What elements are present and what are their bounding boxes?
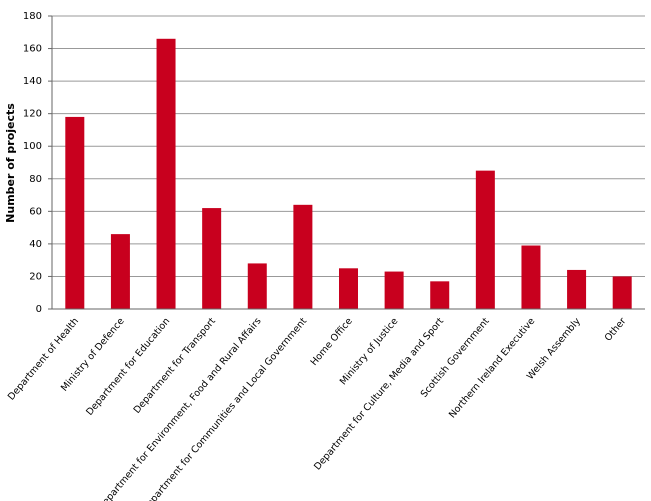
bar [110,234,130,309]
x-tick-label: Department for Transport [132,316,218,416]
y-tick-label: 80 [29,174,42,185]
bar [293,204,313,309]
bar [339,268,358,309]
y-tick-label: 120 [23,109,42,120]
bar [247,263,267,309]
bar [384,271,404,309]
x-tick-label: Department for Communities and Local Gov… [140,316,309,501]
y-tick-label: 60 [29,206,42,217]
bar [521,245,541,309]
y-tick-label: 0 [36,304,42,315]
bar [430,281,450,309]
bar [612,276,632,309]
y-tick-label: 180 [23,11,42,22]
y-tick-label: 20 [29,271,42,282]
bar [65,116,85,309]
bar [156,38,176,310]
x-tick-label: Other [603,316,629,344]
y-tick-label: 40 [29,239,42,250]
y-tick-label: 100 [23,141,42,152]
x-tick-label: Northern Ireland Executive [447,316,537,421]
bar [567,269,587,309]
y-tick-label: 160 [23,44,42,55]
x-tick-label: Department for Education [84,316,172,418]
bar [202,208,222,309]
bar [475,170,495,309]
y-axis-label: Number of projects [4,103,17,223]
y-tick-label: 140 [23,76,42,87]
x-tick-label: Home Office [309,316,355,368]
